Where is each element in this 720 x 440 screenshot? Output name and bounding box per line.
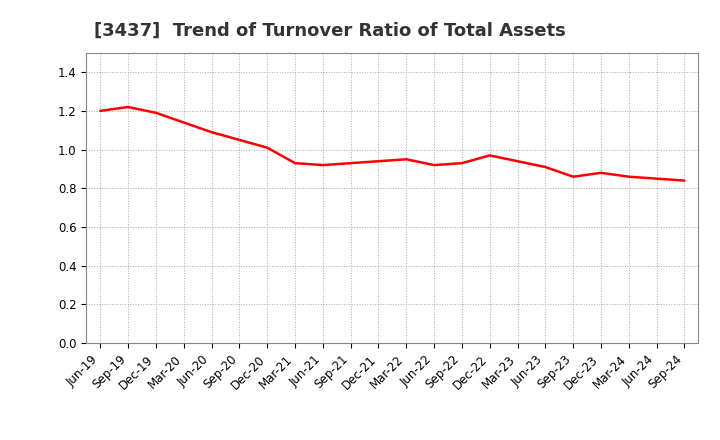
Text: [3437]  Trend of Turnover Ratio of Total Assets: [3437] Trend of Turnover Ratio of Total … (94, 22, 565, 40)
